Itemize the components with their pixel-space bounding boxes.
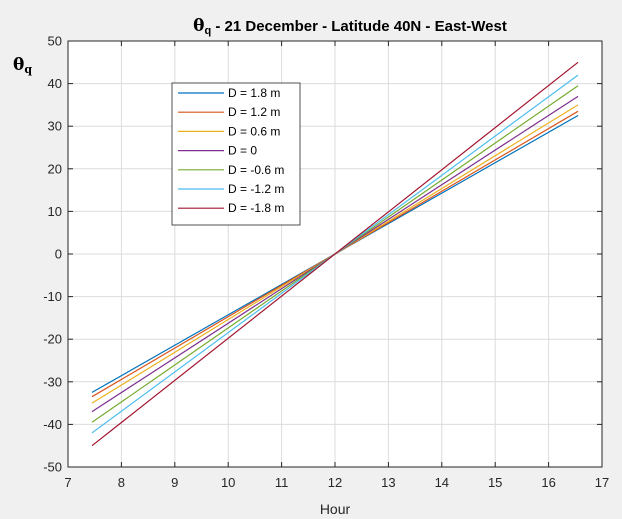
x-tick-labels: 7 8 9 10 11 12 13 14 15 16 17 (64, 475, 609, 490)
legend-items: D = 1.8 m D = 1.2 m D = 0.6 m D = 0 D = -0.6… (178, 86, 284, 215)
legend: D = 1.8 m D = 1.2 m D = 0.6 m D = 0 D = -0.6… (171, 82, 301, 226)
ticks (67, 40, 603, 468)
legend-label-4: D = -0.6 m (228, 163, 284, 177)
chart-title: θq - 21 December - Latitude 40N - East-W… (193, 16, 507, 37)
x-tick-label: 12 (328, 475, 342, 490)
x-tick-label: 8 (118, 475, 125, 490)
y-tick-label: -20 (43, 332, 62, 347)
legend-label-0: D = 1.8 m (228, 86, 280, 100)
legend-box (171, 82, 301, 226)
x-tick-label: 15 (488, 475, 502, 490)
legend-label-2: D = 0.6 m (228, 124, 280, 138)
legend-label-1: D = 1.2 m (228, 105, 280, 119)
x-tick-label: 7 (64, 475, 71, 490)
legend-label-6: D = -1.8 m (228, 201, 284, 215)
series-line-6 (91, 61, 579, 447)
y-axis-label: θq (13, 55, 32, 76)
x-tick-label: 17 (595, 475, 609, 490)
x-tick-label: 11 (275, 475, 289, 490)
x-tick-label: 10 (221, 475, 235, 490)
x-tick-label: 9 (171, 475, 178, 490)
y-axis-label-symbol: θ (13, 55, 24, 75)
y-axis-label-subscript: q (24, 63, 32, 76)
legend-label-3: D = 0 (228, 144, 257, 158)
y-tick-label: 10 (48, 204, 62, 219)
y-tick-label: -40 (43, 417, 62, 432)
y-tick-label: 0 (55, 247, 62, 262)
y-tick-label: 50 (48, 34, 62, 49)
y-tick-label: -10 (43, 289, 62, 304)
y-tick-labels: -50 -40 -30 -20 -10 0 10 20 30 40 50 (43, 34, 62, 475)
x-axis-label: Hour (320, 501, 351, 517)
y-tick-label: 20 (48, 161, 62, 176)
title-subscript: q (204, 25, 211, 37)
y-tick-label: -30 (43, 374, 62, 389)
y-tick-label: 40 (48, 76, 62, 91)
x-tick-label: 14 (435, 475, 449, 490)
y-tick-label: 30 (48, 119, 62, 134)
title-text: - 21 December - Latitude 40N - East-West (211, 18, 507, 35)
y-tick-label: -50 (43, 460, 62, 475)
series-group (91, 61, 579, 447)
x-tick-label: 13 (381, 475, 395, 490)
legend-label-5: D = -1.2 m (228, 182, 284, 196)
title-symbol: θ (193, 16, 204, 36)
x-tick-label: 16 (541, 475, 555, 490)
